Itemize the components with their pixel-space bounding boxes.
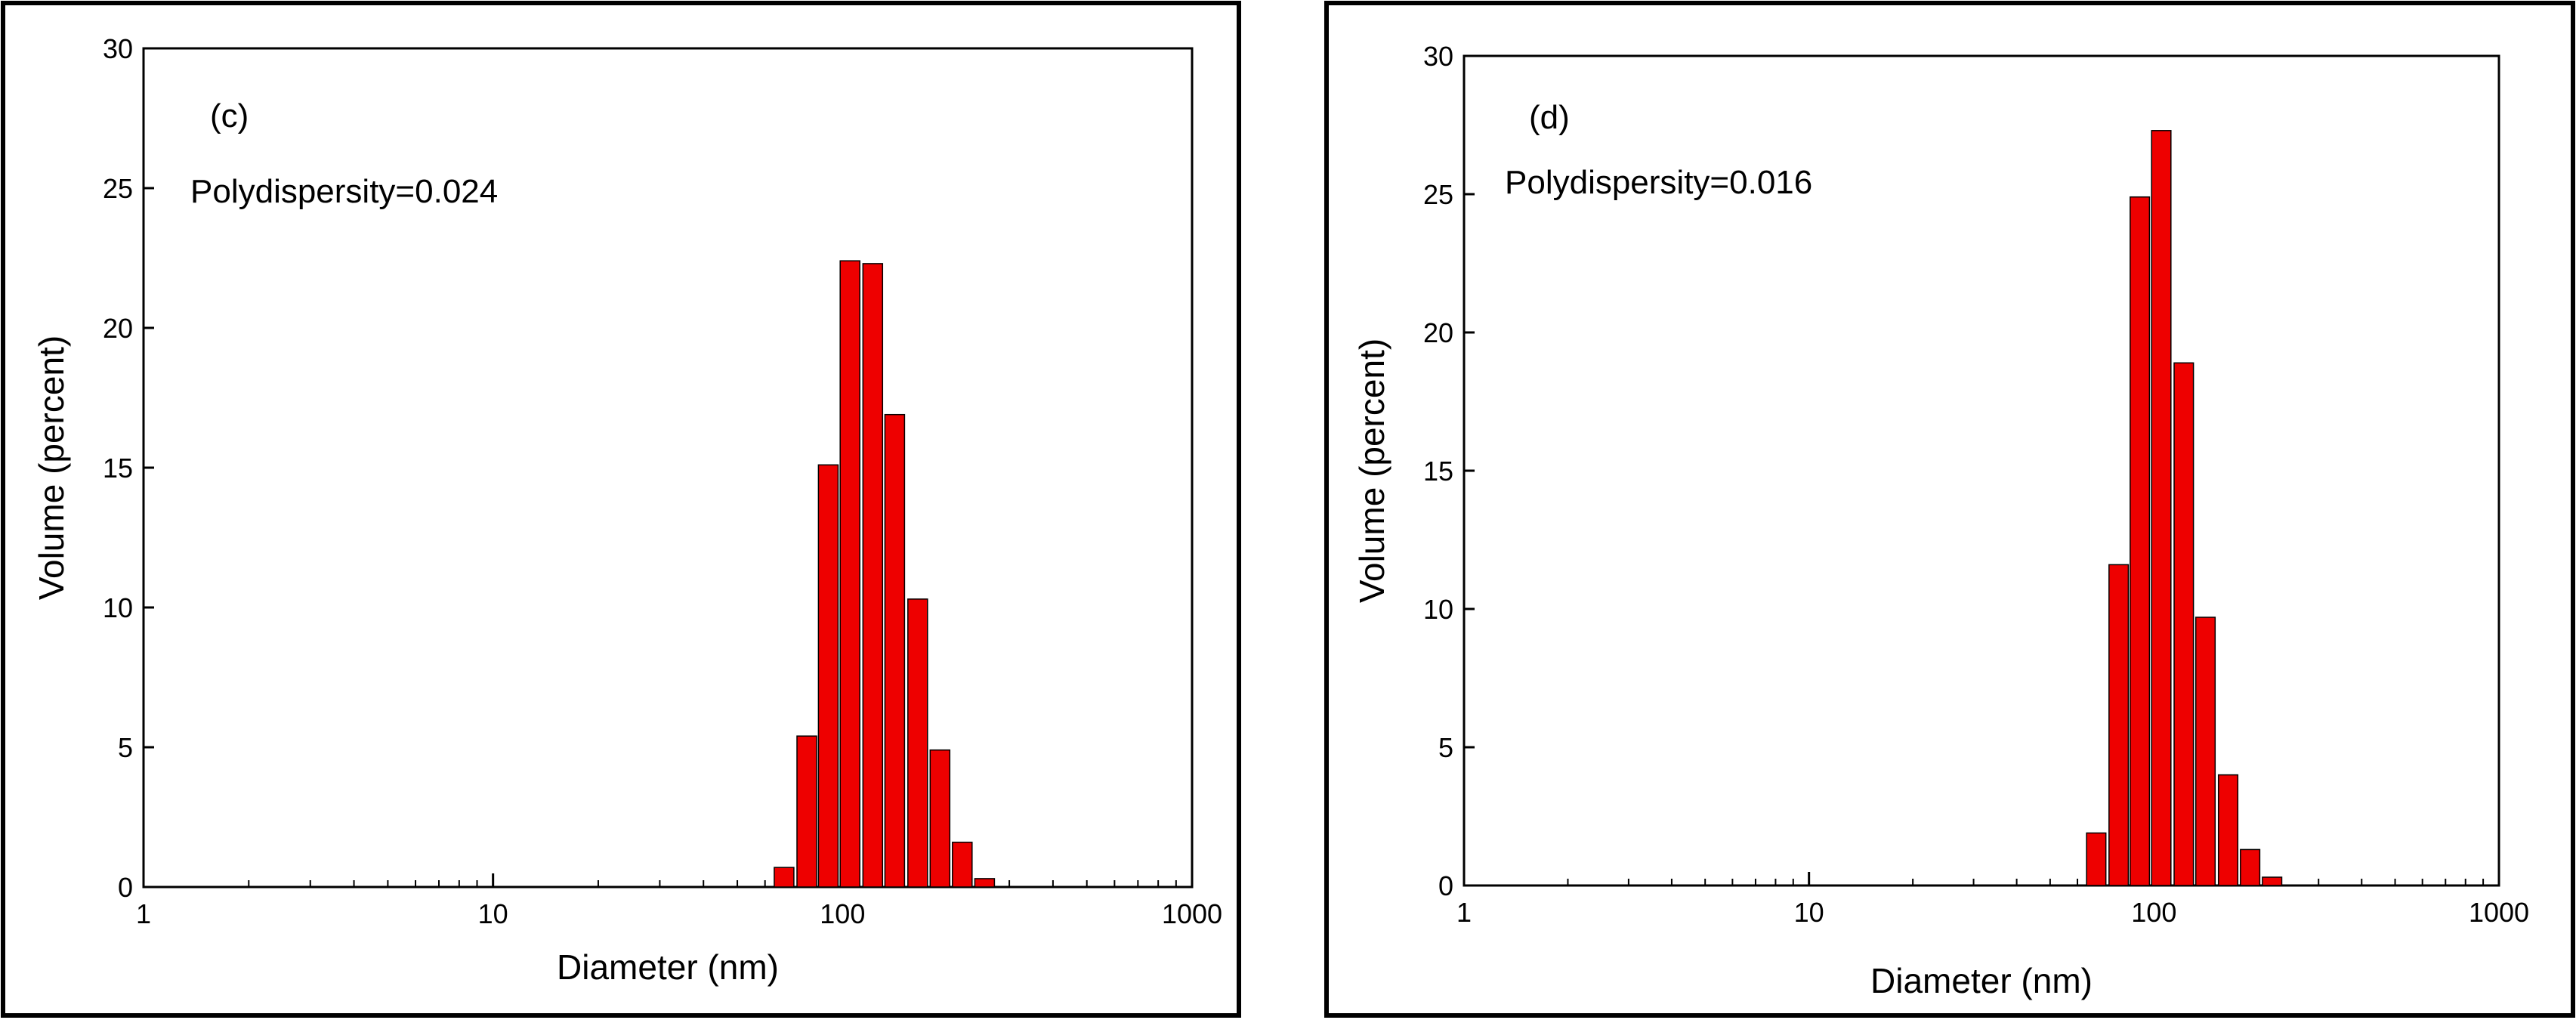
panel-c-y-tick-label: 30 xyxy=(103,33,133,64)
panel-d-bar-91 xyxy=(2130,196,2151,886)
panel-d-tick-labels: 0 5 10 15 20 25 30 1 10 100 1000 xyxy=(1423,41,2529,928)
panel-d-x-tick-label: 1 xyxy=(1456,897,1472,928)
panel-c-x-tick-label: 100 xyxy=(820,898,865,929)
panel-d-bars xyxy=(2086,130,2283,886)
panel-d-plot-area xyxy=(1463,54,2500,887)
panel-d-y-axis-title: Volume (percent) xyxy=(1352,338,1391,603)
panel-c-y-tick-label: 10 xyxy=(103,592,133,623)
panel-c-y-tick-label: 20 xyxy=(103,313,133,344)
panel-c-x-axis-title: Diameter (nm) xyxy=(557,947,779,987)
panel-c-y-tick-label: 5 xyxy=(118,732,133,763)
panel-c-bar-68 xyxy=(774,867,795,888)
panel-c-bar-79 xyxy=(796,735,817,888)
panel-d: 0 5 10 15 20 25 30 1 10 100 1000 (d) Polydispersit… xyxy=(1324,1,2575,1018)
panel-d-y-tick-label: 20 xyxy=(1423,317,1453,348)
panel-c-ticks xyxy=(142,47,1194,889)
panel-d-bar-141 xyxy=(2195,617,2216,886)
panel-d-bar-220 xyxy=(2262,876,2283,886)
panel-c-bar-105 xyxy=(839,260,860,888)
panel-c-y-tick-label: 0 xyxy=(118,872,133,903)
panel-c-bar-220 xyxy=(952,842,973,888)
panel-d-polydispersity-annotation: Polydispersity=0.016 xyxy=(1505,164,1812,201)
panel-c-bar-141 xyxy=(884,413,906,888)
panel-d-bar-79 xyxy=(2108,564,2130,886)
panel-d-y-tick-label: 30 xyxy=(1423,41,1453,72)
panel-d-bar-122 xyxy=(2173,362,2195,886)
panel-c-plot-area xyxy=(142,47,1194,889)
panel-c-bar-190 xyxy=(929,749,951,888)
panel-d-x-tick-label: 10 xyxy=(1794,897,1824,928)
panel-d-x-axis-title: Diameter (nm) xyxy=(1870,961,2093,1000)
panel-c-bar-91 xyxy=(817,464,839,888)
panel-c-polydispersity-annotation: Polydispersity=0.024 xyxy=(190,173,498,210)
panel-c-bars xyxy=(774,260,996,888)
panel-c-bar-164 xyxy=(907,598,928,888)
panel-d-label: (d) xyxy=(1529,99,1570,136)
panel-c-y-axis-title: Volume (percent) xyxy=(32,335,71,600)
panel-d-x-tick-label: 100 xyxy=(2131,897,2176,928)
panel-c-label: (c) xyxy=(210,97,249,134)
panel-c-y-tick-label: 25 xyxy=(103,173,133,204)
panel-d-y-tick-label: 0 xyxy=(1438,870,1453,901)
panel-c-y-tick-label: 15 xyxy=(103,453,133,484)
panel-c-tick-labels: 0 5 10 15 20 25 30 1 10 100 1000 xyxy=(103,33,1222,929)
panel-c-bar-122 xyxy=(862,263,884,888)
panel-d-bar-68 xyxy=(2086,832,2107,886)
panel-c-x-tick-label: 10 xyxy=(478,898,508,929)
panel-d-bar-190 xyxy=(2240,848,2261,886)
panel-d-bar-164 xyxy=(2217,774,2239,886)
panel-d-bar-105 xyxy=(2151,130,2172,886)
panel-d-y-tick-label: 5 xyxy=(1438,732,1453,763)
panel-d-y-tick-label: 25 xyxy=(1423,179,1453,210)
panel-d-x-tick-label: 1000 xyxy=(2469,897,2529,928)
panel-d-y-tick-label: 15 xyxy=(1423,456,1453,487)
panel-c-x-tick-label: 1000 xyxy=(1162,898,1222,929)
panel-d-y-tick-label: 10 xyxy=(1423,594,1453,625)
panel-c-bar-255 xyxy=(974,878,996,888)
panel-c: 0 5 10 15 20 25 30 1 10 100 1000 (c) Polydispersit… xyxy=(1,1,1241,1018)
panel-c-x-tick-label: 1 xyxy=(136,898,151,929)
